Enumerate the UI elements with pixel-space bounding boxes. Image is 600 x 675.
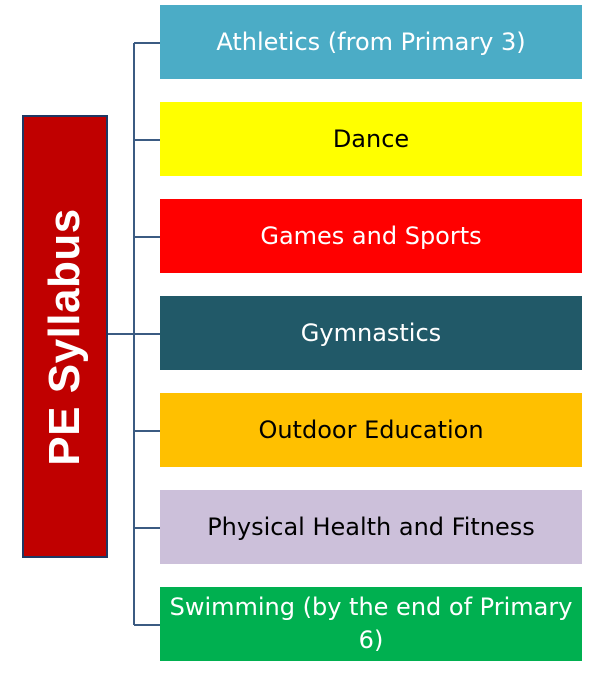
syllabus-item-dance: Dance <box>160 102 582 176</box>
syllabus-item-swimming: Swimming (by the end of Primary 6) <box>160 587 582 661</box>
syllabus-item-athletics: Athletics (from Primary 3) <box>160 5 582 79</box>
syllabus-item-label: Outdoor Education <box>258 415 484 444</box>
syllabus-item-label: Athletics (from Primary 3) <box>216 27 526 56</box>
syllabus-item-games-and-sports: Games and Sports <box>160 199 582 273</box>
syllabus-item-physical-health-and-fitness: Physical Health and Fitness <box>160 490 582 564</box>
root-label: PE Syllabus <box>40 207 89 466</box>
syllabus-item-label: Games and Sports <box>260 221 482 250</box>
syllabus-item-label: Dance <box>332 124 410 153</box>
syllabus-item-label: Physical Health and Fitness <box>207 512 535 541</box>
syllabus-item-outdoor-education: Outdoor Education <box>160 393 582 467</box>
root-node: PE Syllabus <box>22 115 108 558</box>
syllabus-item-label: Gymnastics <box>300 318 442 347</box>
syllabus-item-gymnastics: Gymnastics <box>160 296 582 370</box>
syllabus-item-label: Swimming (by the end of Primary 6) <box>169 593 573 654</box>
